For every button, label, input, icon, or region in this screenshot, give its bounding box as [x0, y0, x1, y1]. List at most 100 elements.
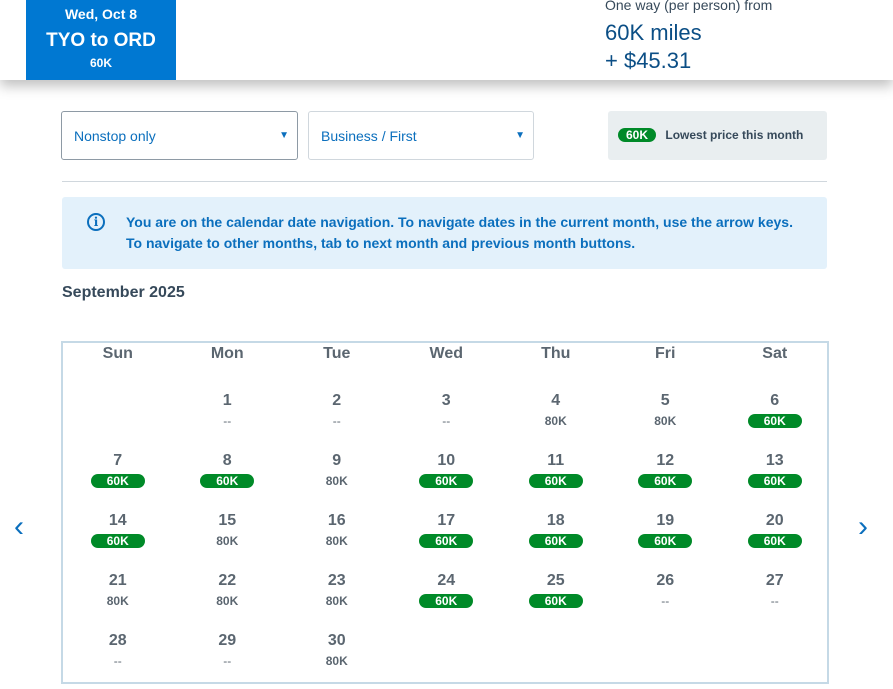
- calendar-day[interactable]: 10 60K: [392, 452, 502, 508]
- calendar-day[interactable]: 30 80K: [282, 632, 392, 688]
- cabin-select[interactable]: Business / First ▼: [308, 111, 534, 160]
- info-banner: i You are on the calendar date navigatio…: [62, 197, 827, 269]
- calendar-day[interactable]: 27 --: [720, 572, 830, 628]
- calendar-day[interactable]: 22 80K: [173, 572, 283, 628]
- day-price: 80K: [216, 534, 239, 548]
- lowest-price-badge: 60K: [747, 534, 802, 548]
- cabin-value: Business / First: [321, 128, 417, 144]
- day-number: 9: [332, 452, 342, 469]
- day-price: --: [661, 594, 670, 608]
- header: Wed, Oct 8 TYO to ORD 60K One way (per p…: [0, 0, 893, 80]
- fare-miles: 60K miles: [605, 20, 702, 45]
- calendar-day[interactable]: 8 60K: [173, 452, 283, 508]
- day-number: 14: [108, 512, 127, 529]
- day-number: 18: [546, 512, 565, 529]
- lowest-price-badge: 60K: [90, 534, 145, 548]
- next-month-button[interactable]: ›: [858, 510, 868, 544]
- day-price: 80K: [216, 594, 239, 608]
- day-number: 10: [437, 452, 456, 469]
- chevron-down-icon: ▼: [279, 130, 289, 141]
- chevron-left-icon: ‹: [14, 510, 24, 543]
- day-number: 17: [437, 512, 456, 529]
- calendar-day[interactable]: 29 --: [173, 632, 283, 688]
- calendar-day[interactable]: 26 --: [611, 572, 721, 628]
- day-number: 3: [441, 392, 451, 409]
- calendar-day[interactable]: 24 60K: [392, 572, 502, 628]
- day-number: 2: [332, 392, 342, 409]
- month-title: September 2025: [62, 284, 185, 301]
- weekday-header: Mon: [210, 345, 244, 362]
- day-number: 30: [327, 632, 346, 649]
- calendar-day[interactable]: 3 --: [392, 392, 502, 448]
- day-price: 80K: [654, 414, 677, 428]
- day-number: 7: [113, 452, 123, 469]
- price-legend: 60K Lowest price this month: [608, 111, 827, 160]
- calendar-grid: Sun Mon Tue Wed Thu Fri Sat 1 -- 2 -- 3 -- 4 80K 5 80K 6 6…: [61, 341, 829, 684]
- calendar-day[interactable]: 1 --: [173, 392, 283, 448]
- tab-price: 60K: [89, 56, 112, 70]
- day-number: 21: [108, 572, 127, 589]
- fare-summary: One way (per person) from 60K miles + $4…: [605, 0, 772, 74]
- lowest-price-badge: 60K: [747, 474, 802, 488]
- day-number: 19: [656, 512, 675, 529]
- day-price: 80K: [325, 654, 348, 668]
- day-number: 28: [108, 632, 127, 649]
- legend-pill: 60K: [618, 128, 657, 142]
- calendar-day[interactable]: 5 80K: [611, 392, 721, 448]
- day-number: 6: [770, 392, 780, 409]
- stops-value: Nonstop only: [74, 128, 156, 144]
- tab-date: Wed, Oct 8: [64, 6, 138, 22]
- calendar-day[interactable]: 18 60K: [501, 512, 611, 568]
- fare-cash: + $45.31: [605, 48, 692, 73]
- day-number: 11: [547, 452, 565, 469]
- calendar-day[interactable]: 15 80K: [173, 512, 283, 568]
- calendar-day[interactable]: 16 80K: [282, 512, 392, 568]
- lowest-price-badge: 60K: [90, 474, 145, 488]
- lowest-price-badge: 60K: [638, 474, 693, 488]
- calendar-day[interactable]: 4 80K: [501, 392, 611, 448]
- calendar-day[interactable]: 13 60K: [720, 452, 830, 508]
- lowest-price-badge: 60K: [419, 594, 474, 608]
- weekday-header: Tue: [323, 345, 351, 362]
- day-number: 5: [660, 392, 670, 409]
- day-number: 13: [765, 452, 784, 469]
- calendar-day[interactable]: 17 60K: [392, 512, 502, 568]
- legend-text: Lowest price this month: [665, 128, 804, 142]
- calendar-day[interactable]: 11 60K: [501, 452, 611, 508]
- day-price: --: [442, 414, 451, 428]
- lowest-price-badge: 60K: [528, 534, 583, 548]
- calendar-day[interactable]: 23 80K: [282, 572, 392, 628]
- tab-route: TYO to ORD: [46, 30, 156, 51]
- day-price: --: [113, 654, 122, 668]
- calendar-day[interactable]: 2 --: [282, 392, 392, 448]
- day-price: 80K: [325, 534, 348, 548]
- selected-date-tab[interactable]: Wed, Oct 8 TYO to ORD 60K: [26, 0, 176, 80]
- day-number: 25: [546, 572, 565, 589]
- day-number: 26: [656, 572, 675, 589]
- lowest-price-badge: 60K: [528, 594, 583, 608]
- day-number: 24: [437, 572, 456, 589]
- day-price: 80K: [106, 594, 129, 608]
- stops-select[interactable]: Nonstop only ▼: [61, 111, 298, 160]
- calendar-day[interactable]: 6 60K: [720, 392, 830, 448]
- calendar-day[interactable]: 28 --: [63, 632, 173, 688]
- calendar-day[interactable]: 20 60K: [720, 512, 830, 568]
- weekday-header: Wed: [429, 345, 463, 362]
- calendar-day[interactable]: 21 80K: [63, 572, 173, 628]
- calendar-day[interactable]: 7 60K: [63, 452, 173, 508]
- day-number: 29: [218, 632, 237, 649]
- day-number: 22: [218, 572, 237, 589]
- calendar-day[interactable]: 12 60K: [611, 452, 721, 508]
- calendar-day[interactable]: 14 60K: [63, 512, 173, 568]
- calendar-day[interactable]: 25 60K: [501, 572, 611, 628]
- calendar-day[interactable]: 9 80K: [282, 452, 392, 508]
- day-number: 23: [327, 572, 346, 589]
- info-text: You are on the calendar date navigation.…: [126, 214, 793, 251]
- previous-month-button[interactable]: ‹: [14, 510, 24, 544]
- calendar-day[interactable]: 19 60K: [611, 512, 721, 568]
- weekday-header: Sat: [762, 345, 788, 362]
- day-number: 27: [765, 572, 784, 589]
- day-number: 20: [765, 512, 784, 529]
- day-price: --: [770, 594, 779, 608]
- lowest-price-badge: 60K: [528, 474, 583, 488]
